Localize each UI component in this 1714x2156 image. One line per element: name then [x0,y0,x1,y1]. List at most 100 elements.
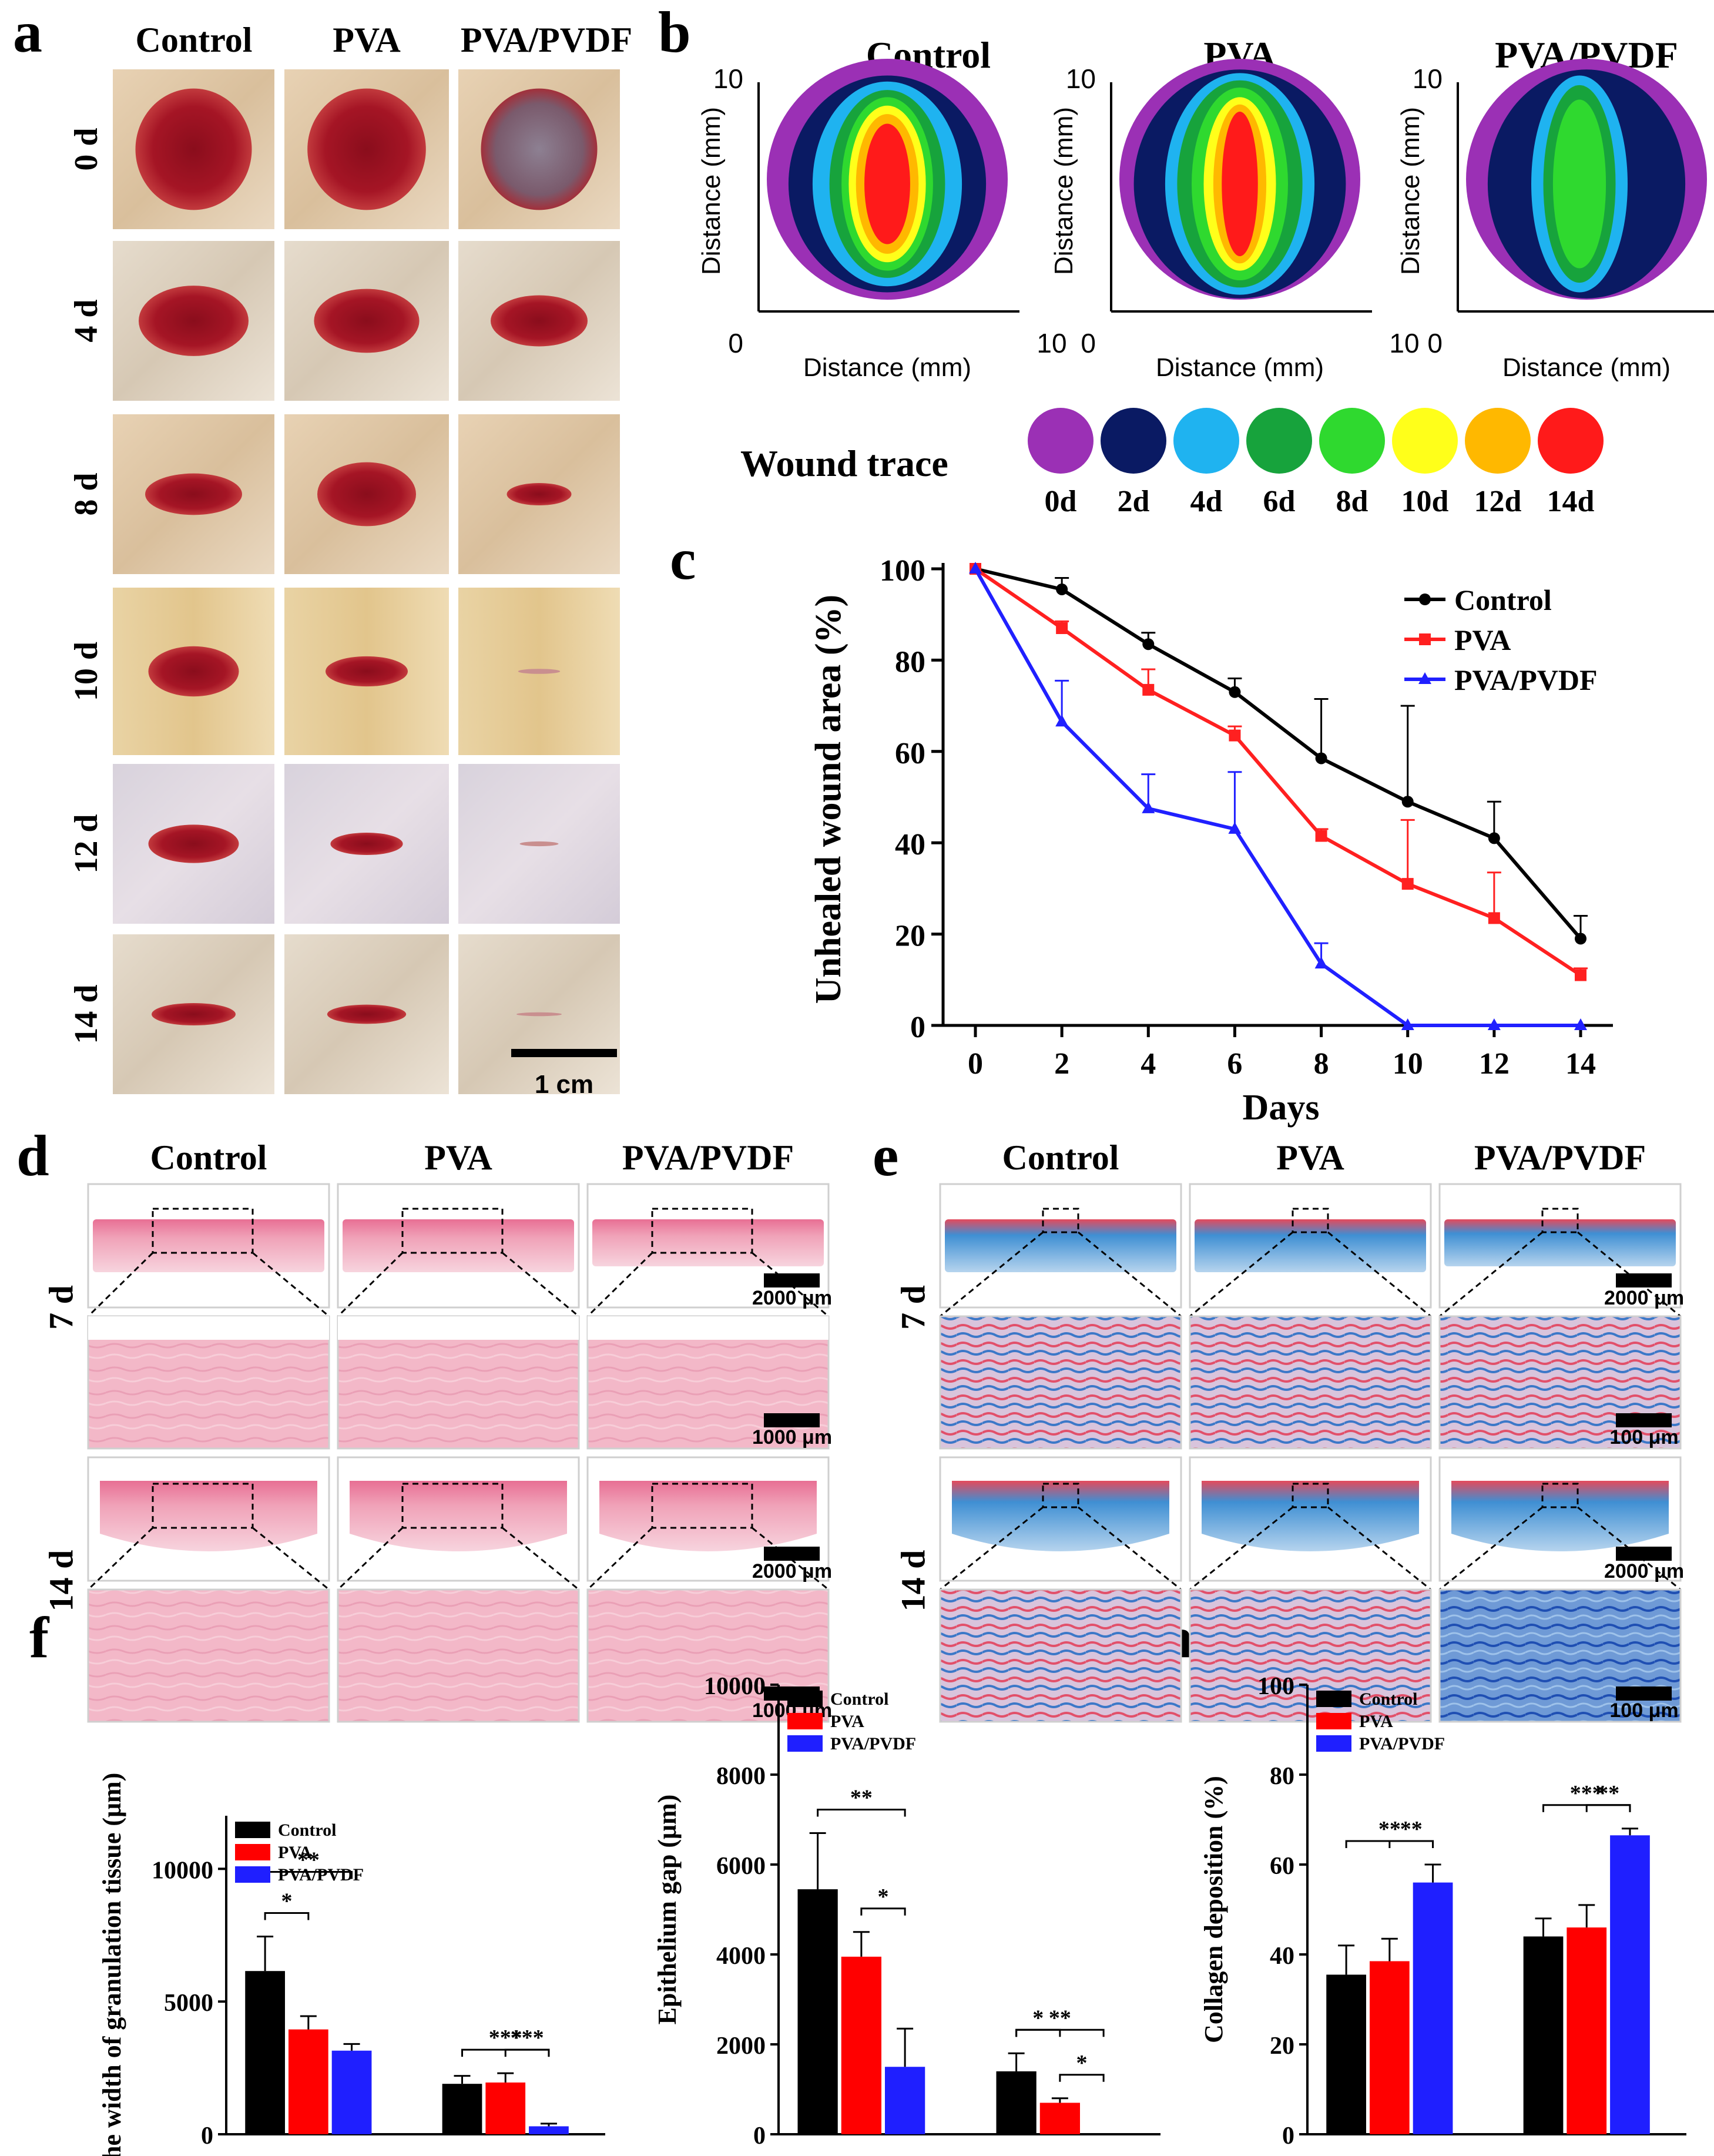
zoom-line [1439,1231,1543,1317]
c-y-tick-label: 20 [895,920,925,953]
legend-label-2d: 2d [1118,485,1150,518]
histology-header: PVA/PVDF [622,1138,794,1177]
trace-y-label: Distance (mm) [1049,107,1078,275]
wound-photo [113,588,274,755]
scale-label-low: 2000 μm [752,1287,832,1309]
histology-row-label: 7 d [894,1285,932,1330]
high-mag-top-gap [338,1316,579,1340]
bar-y-tick-label: 6000 [716,1853,766,1880]
zoom-line [252,1527,330,1591]
zoom-line [1439,1506,1543,1591]
c-x-tick-label: 8 [1314,1047,1329,1081]
wound-area [135,88,252,210]
bar-Control [996,2071,1037,2134]
panel-h-bar-chart: 0 20 40 60 80 100 Collagen deposition (%) 7 d 14… [1199,1673,1686,2156]
c-legend-marker [1419,633,1431,645]
trace-8d [1552,99,1606,269]
bar-Control [1326,1974,1366,2134]
bar-legend-swatch [1316,1735,1351,1752]
significance-label: *** [489,2026,522,2050]
wound-area [148,824,239,863]
zoom-line [1189,1231,1293,1317]
bar-legend-label: PVA [1359,1712,1393,1731]
bar-y-tick-label: 5000 [164,1990,213,2017]
histology-row-label: 14 d [42,1550,80,1612]
zoom-line [752,1527,829,1591]
trace-y-label: Distance (mm) [697,107,726,275]
c-x-tick-label: 0 [968,1047,983,1081]
c-series-line-PVA/PVDF [974,568,1581,1027]
c-x-tick-label: 4 [1141,1047,1156,1081]
zoom-box [1042,1208,1079,1233]
c-x-tick-label: 12 [1479,1047,1510,1081]
high-mag-top-gap [588,1316,829,1340]
tissue-section [1444,1219,1676,1266]
significance-label: * [878,1885,889,1909]
panel-g-bar-chart: 0 2000 4000 6000 8000 10000 Epithelium gap (μm… [653,1673,1160,2156]
tissue-section [350,1481,567,1551]
wound-photo [113,69,274,229]
zoom-line [502,1527,579,1591]
c-y-tick-label: 40 [895,828,925,861]
c-legend-marker [1418,672,1431,684]
zoom-box [1541,1483,1579,1508]
significance-label: ** [1400,1817,1423,1842]
trace-y-label: Distance (mm) [1396,107,1425,275]
tissue-section [952,1481,1169,1551]
wound-trace-title: Wound trace [740,442,948,484]
zoom-box [152,1483,254,1529]
zoom-box [1541,1208,1579,1233]
significance-bracket [1585,1804,1631,1812]
bar-y-tick-label: 10000 [152,1857,213,1884]
wound-photo [113,934,274,1094]
panel-letter-a: a [13,0,42,65]
significance-label: *** [1570,1781,1604,1806]
zoom-line [252,1252,330,1317]
trace-tick-0: 0 [728,328,743,358]
significance-bracket [860,1907,906,1916]
bar-legend-label: PVA/PVDF [278,1865,364,1885]
bar-y-tick-label: 40 [1270,1943,1294,1970]
zoom-line [87,1252,154,1317]
zoom-box [1042,1483,1079,1508]
panel-letter-b: b [658,0,691,65]
wound-area [491,295,588,347]
legend-swatch-14d [1538,408,1604,474]
zoom-line [87,1527,154,1591]
bar-legend-label: Control [830,1689,888,1709]
scale-bar-low [1616,1273,1672,1287]
c-legend-label: PVA [1454,623,1511,656]
zoom-box [1292,1483,1329,1508]
tissue-section [599,1481,817,1551]
bar-legend-label: Control [1359,1689,1417,1709]
histology-row-label: 14 d [894,1550,932,1612]
wound-photo [284,764,449,924]
c-y-label: Unhealed wound area (%) [809,595,848,1004]
trace-y-tick-10: 10 [1413,63,1443,94]
significance-label: ** [850,1785,873,1810]
legend-swatch-10d [1392,408,1458,474]
scale-label-low: 2000 μm [1604,1287,1684,1309]
bar-y-label: The width of granulation tissue (μm) [98,1773,126,2156]
panel-letter-d: d [16,1123,49,1188]
bar-y-tick-label: 0 [201,2123,213,2150]
scale-bar-high [1616,1413,1672,1427]
bar-Control [442,2084,482,2134]
zoom-line [940,1506,1044,1591]
significance-label: *** [511,2026,544,2050]
histology-header: PVA [1276,1138,1344,1177]
bar-category-label: 14 d [481,2151,531,2156]
bar-y-tick-label: 60 [1270,1853,1294,1880]
c-point [1142,638,1155,651]
histology-header: PVA/PVDF [1474,1138,1646,1177]
panel-a-header-pva: PVA [333,21,401,59]
legend-swatch-8d [1319,408,1385,474]
panel-f-bar-chart: 0 5000 10000 The width of granulation tissu… [98,1773,605,2156]
significance-bracket [1059,2074,1105,2082]
bar-category-label: 7 d [291,2151,327,2156]
panel-c-line-chart: 0 20 40 60 80 100 0 2 4 6 8 10 12 14 Days Unhealed woun… [809,554,1613,1128]
bar-PVA/PVDF [529,2126,569,2134]
panel-a-scale-label: 1 cm [535,1070,593,1099]
significance-label: ** [1049,2006,1071,2030]
